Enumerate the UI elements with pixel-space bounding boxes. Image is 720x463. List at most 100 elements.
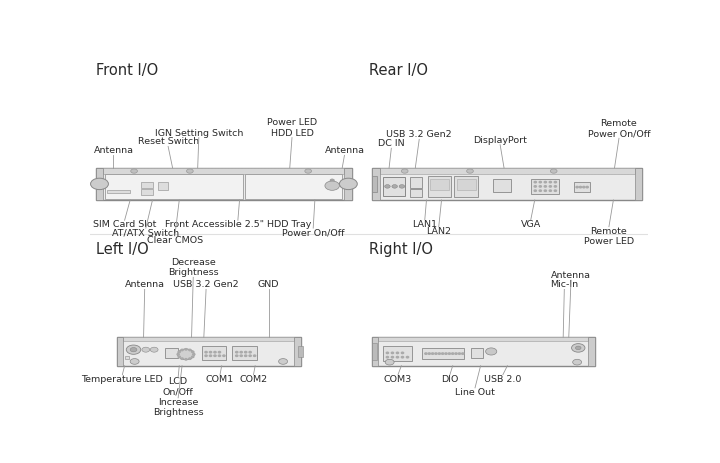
Circle shape [245, 351, 247, 353]
Circle shape [575, 346, 581, 350]
Circle shape [178, 351, 180, 352]
Circle shape [544, 186, 546, 187]
Circle shape [392, 352, 394, 354]
Text: GND: GND [258, 281, 279, 289]
Circle shape [455, 353, 457, 354]
Circle shape [178, 349, 194, 360]
Circle shape [185, 358, 187, 360]
Circle shape [586, 187, 588, 188]
Circle shape [467, 169, 473, 173]
Bar [383, 177, 405, 196]
Text: Power On/Off: Power On/Off [282, 228, 344, 237]
Bar [372, 337, 379, 366]
Circle shape [205, 351, 207, 353]
Circle shape [181, 349, 183, 350]
Text: Line Out: Line Out [455, 388, 495, 397]
Circle shape [582, 187, 585, 188]
Bar [472, 169, 552, 174]
Bar [141, 189, 153, 194]
Circle shape [193, 354, 195, 355]
Circle shape [387, 357, 389, 358]
Text: SIM Card Slot: SIM Card Slot [93, 220, 156, 229]
Circle shape [279, 358, 287, 364]
Circle shape [549, 190, 552, 191]
Text: VGA: VGA [521, 219, 541, 229]
Circle shape [449, 353, 451, 354]
Bar [575, 182, 590, 192]
Text: Remote
Power LED: Remote Power LED [584, 227, 634, 246]
Circle shape [401, 357, 404, 358]
Circle shape [240, 355, 243, 357]
Bar [294, 337, 301, 366]
Circle shape [549, 186, 552, 187]
Text: USB 2.0: USB 2.0 [485, 375, 521, 384]
Circle shape [131, 169, 138, 173]
Circle shape [186, 169, 193, 173]
Bar [124, 337, 294, 342]
Circle shape [205, 355, 207, 357]
Bar [471, 348, 483, 358]
Circle shape [192, 356, 194, 357]
Bar [117, 337, 124, 366]
Bar [194, 169, 307, 174]
Circle shape [534, 181, 536, 183]
Circle shape [210, 355, 212, 357]
Bar [310, 169, 343, 174]
Bar [588, 337, 595, 366]
Text: Reset Switch: Reset Switch [138, 138, 199, 146]
Text: Antenna: Antenna [551, 271, 591, 280]
Circle shape [240, 351, 243, 353]
Text: USB 3.2 Gen2: USB 3.2 Gen2 [387, 131, 452, 139]
Circle shape [550, 169, 557, 173]
Bar [344, 168, 352, 200]
Bar [428, 176, 451, 197]
Circle shape [150, 347, 158, 352]
Circle shape [428, 353, 431, 354]
Bar [410, 188, 422, 197]
Circle shape [178, 356, 180, 357]
Circle shape [192, 351, 194, 352]
Circle shape [396, 357, 399, 358]
Circle shape [249, 351, 251, 353]
Circle shape [91, 178, 109, 190]
Circle shape [396, 352, 399, 354]
Bar [104, 174, 243, 199]
Bar [372, 168, 379, 200]
Text: Power LED
HDD LED: Power LED HDD LED [267, 118, 317, 138]
Circle shape [401, 169, 408, 173]
Bar [141, 182, 153, 188]
Bar [422, 348, 464, 359]
Text: Antenna: Antenna [94, 146, 133, 156]
Text: DIO: DIO [441, 375, 459, 384]
Circle shape [445, 353, 447, 354]
Circle shape [406, 357, 409, 358]
Circle shape [218, 355, 220, 357]
Bar [381, 169, 403, 174]
Circle shape [189, 358, 191, 359]
Circle shape [580, 187, 582, 188]
Bar [634, 168, 642, 200]
Circle shape [401, 352, 404, 354]
Text: Front Accessible 2.5" HDD Tray: Front Accessible 2.5" HDD Tray [165, 220, 311, 229]
Text: COM3: COM3 [384, 375, 412, 384]
Text: Front I/O: Front I/O [96, 63, 158, 78]
Circle shape [438, 353, 441, 354]
Circle shape [451, 353, 454, 354]
Circle shape [249, 355, 251, 357]
Bar [125, 356, 129, 358]
Circle shape [544, 181, 546, 183]
Circle shape [554, 181, 557, 183]
Text: COM2: COM2 [240, 375, 268, 384]
Circle shape [339, 178, 357, 190]
Bar [96, 168, 104, 200]
Circle shape [431, 353, 433, 354]
Circle shape [330, 184, 334, 187]
Circle shape [534, 190, 536, 191]
Text: IGN Setting Switch: IGN Setting Switch [155, 129, 243, 138]
Circle shape [549, 181, 552, 183]
Text: Decrease
Brightness: Decrease Brightness [168, 258, 219, 277]
Circle shape [130, 358, 139, 364]
Text: Mic-In: Mic-In [550, 281, 578, 289]
Text: COM1: COM1 [206, 375, 234, 384]
Bar [104, 168, 344, 174]
